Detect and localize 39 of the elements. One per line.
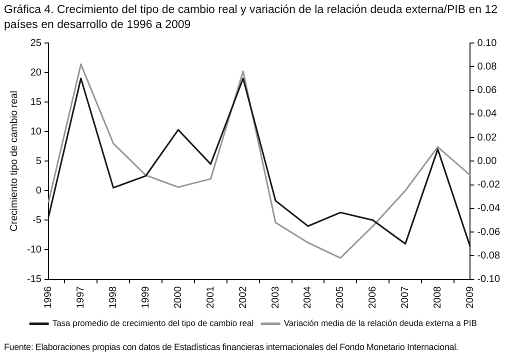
chart-title: Gráfica 4. Crecimiento del tipo de cambio real y variación de la relación deuda externa/PIB en 12 países en desarrollo de 1996 a 2009 xyxy=(4,3,498,33)
x-tick-label: 1999 xyxy=(140,286,152,309)
y-tick-label: 5 xyxy=(36,156,42,167)
y2-tick-label: 0.06 xyxy=(477,85,498,96)
x-tick-label: 2008 xyxy=(432,286,444,309)
x-tick-label: 2002 xyxy=(238,286,249,309)
y-tick-label: -5 xyxy=(32,214,42,226)
y-tick-label: -15 xyxy=(27,274,42,286)
y2-tick-label: 0.10 xyxy=(477,38,498,49)
y-tick-label: -10 xyxy=(27,244,42,256)
y2-tick-label: 0.00 xyxy=(477,156,498,167)
x-tick-label: 2009 xyxy=(464,286,476,309)
y-axis-title: Crecimiento tipo de cambio real xyxy=(8,90,20,232)
y2-tick-label: -0.02 xyxy=(477,180,500,190)
x-tick-label: 1997 xyxy=(76,286,87,309)
x-tick-label: 1998 xyxy=(108,286,120,309)
y2-tick-label: 0.02 xyxy=(477,132,498,144)
x-tick-label: 1996 xyxy=(43,286,54,309)
x-tick-label: 2003 xyxy=(270,286,282,309)
y2-tick-label: -0.08 xyxy=(477,250,500,262)
source-note: Fuente: Elaboraciones propias con datos de Estadísticas financieras internacionales del Fondo Monetario Internacional. xyxy=(4,342,460,352)
x-tick-label: 2004 xyxy=(302,286,314,309)
y-tick-label: 20 xyxy=(30,67,42,78)
legend-label: Variación media de la relación deuda externa a PIB xyxy=(284,318,478,328)
x-tick-label: 2000 xyxy=(172,286,184,309)
y-tick-label: 25 xyxy=(30,38,42,49)
y-tick-label: 10 xyxy=(30,126,42,138)
y2-tick-label: 0.04 xyxy=(477,108,498,120)
x-tick-label: 2007 xyxy=(400,286,412,309)
x-tick-label: 2005 xyxy=(335,286,346,309)
y2-tick-label: -0.10 xyxy=(477,274,500,286)
x-tick-label: 2006 xyxy=(368,286,379,309)
y2-tick-label: -0.06 xyxy=(477,226,500,238)
y-tick-label: 0 xyxy=(36,185,42,196)
x-tick-label: 2001 xyxy=(205,286,216,309)
y-tick-label: 15 xyxy=(30,96,42,108)
legend-label: Tasa promedio de crecimiento del tipo de cambio real xyxy=(52,318,254,328)
y2-tick-label: -0.04 xyxy=(477,203,500,214)
y2-tick-label: 0.08 xyxy=(477,61,498,72)
